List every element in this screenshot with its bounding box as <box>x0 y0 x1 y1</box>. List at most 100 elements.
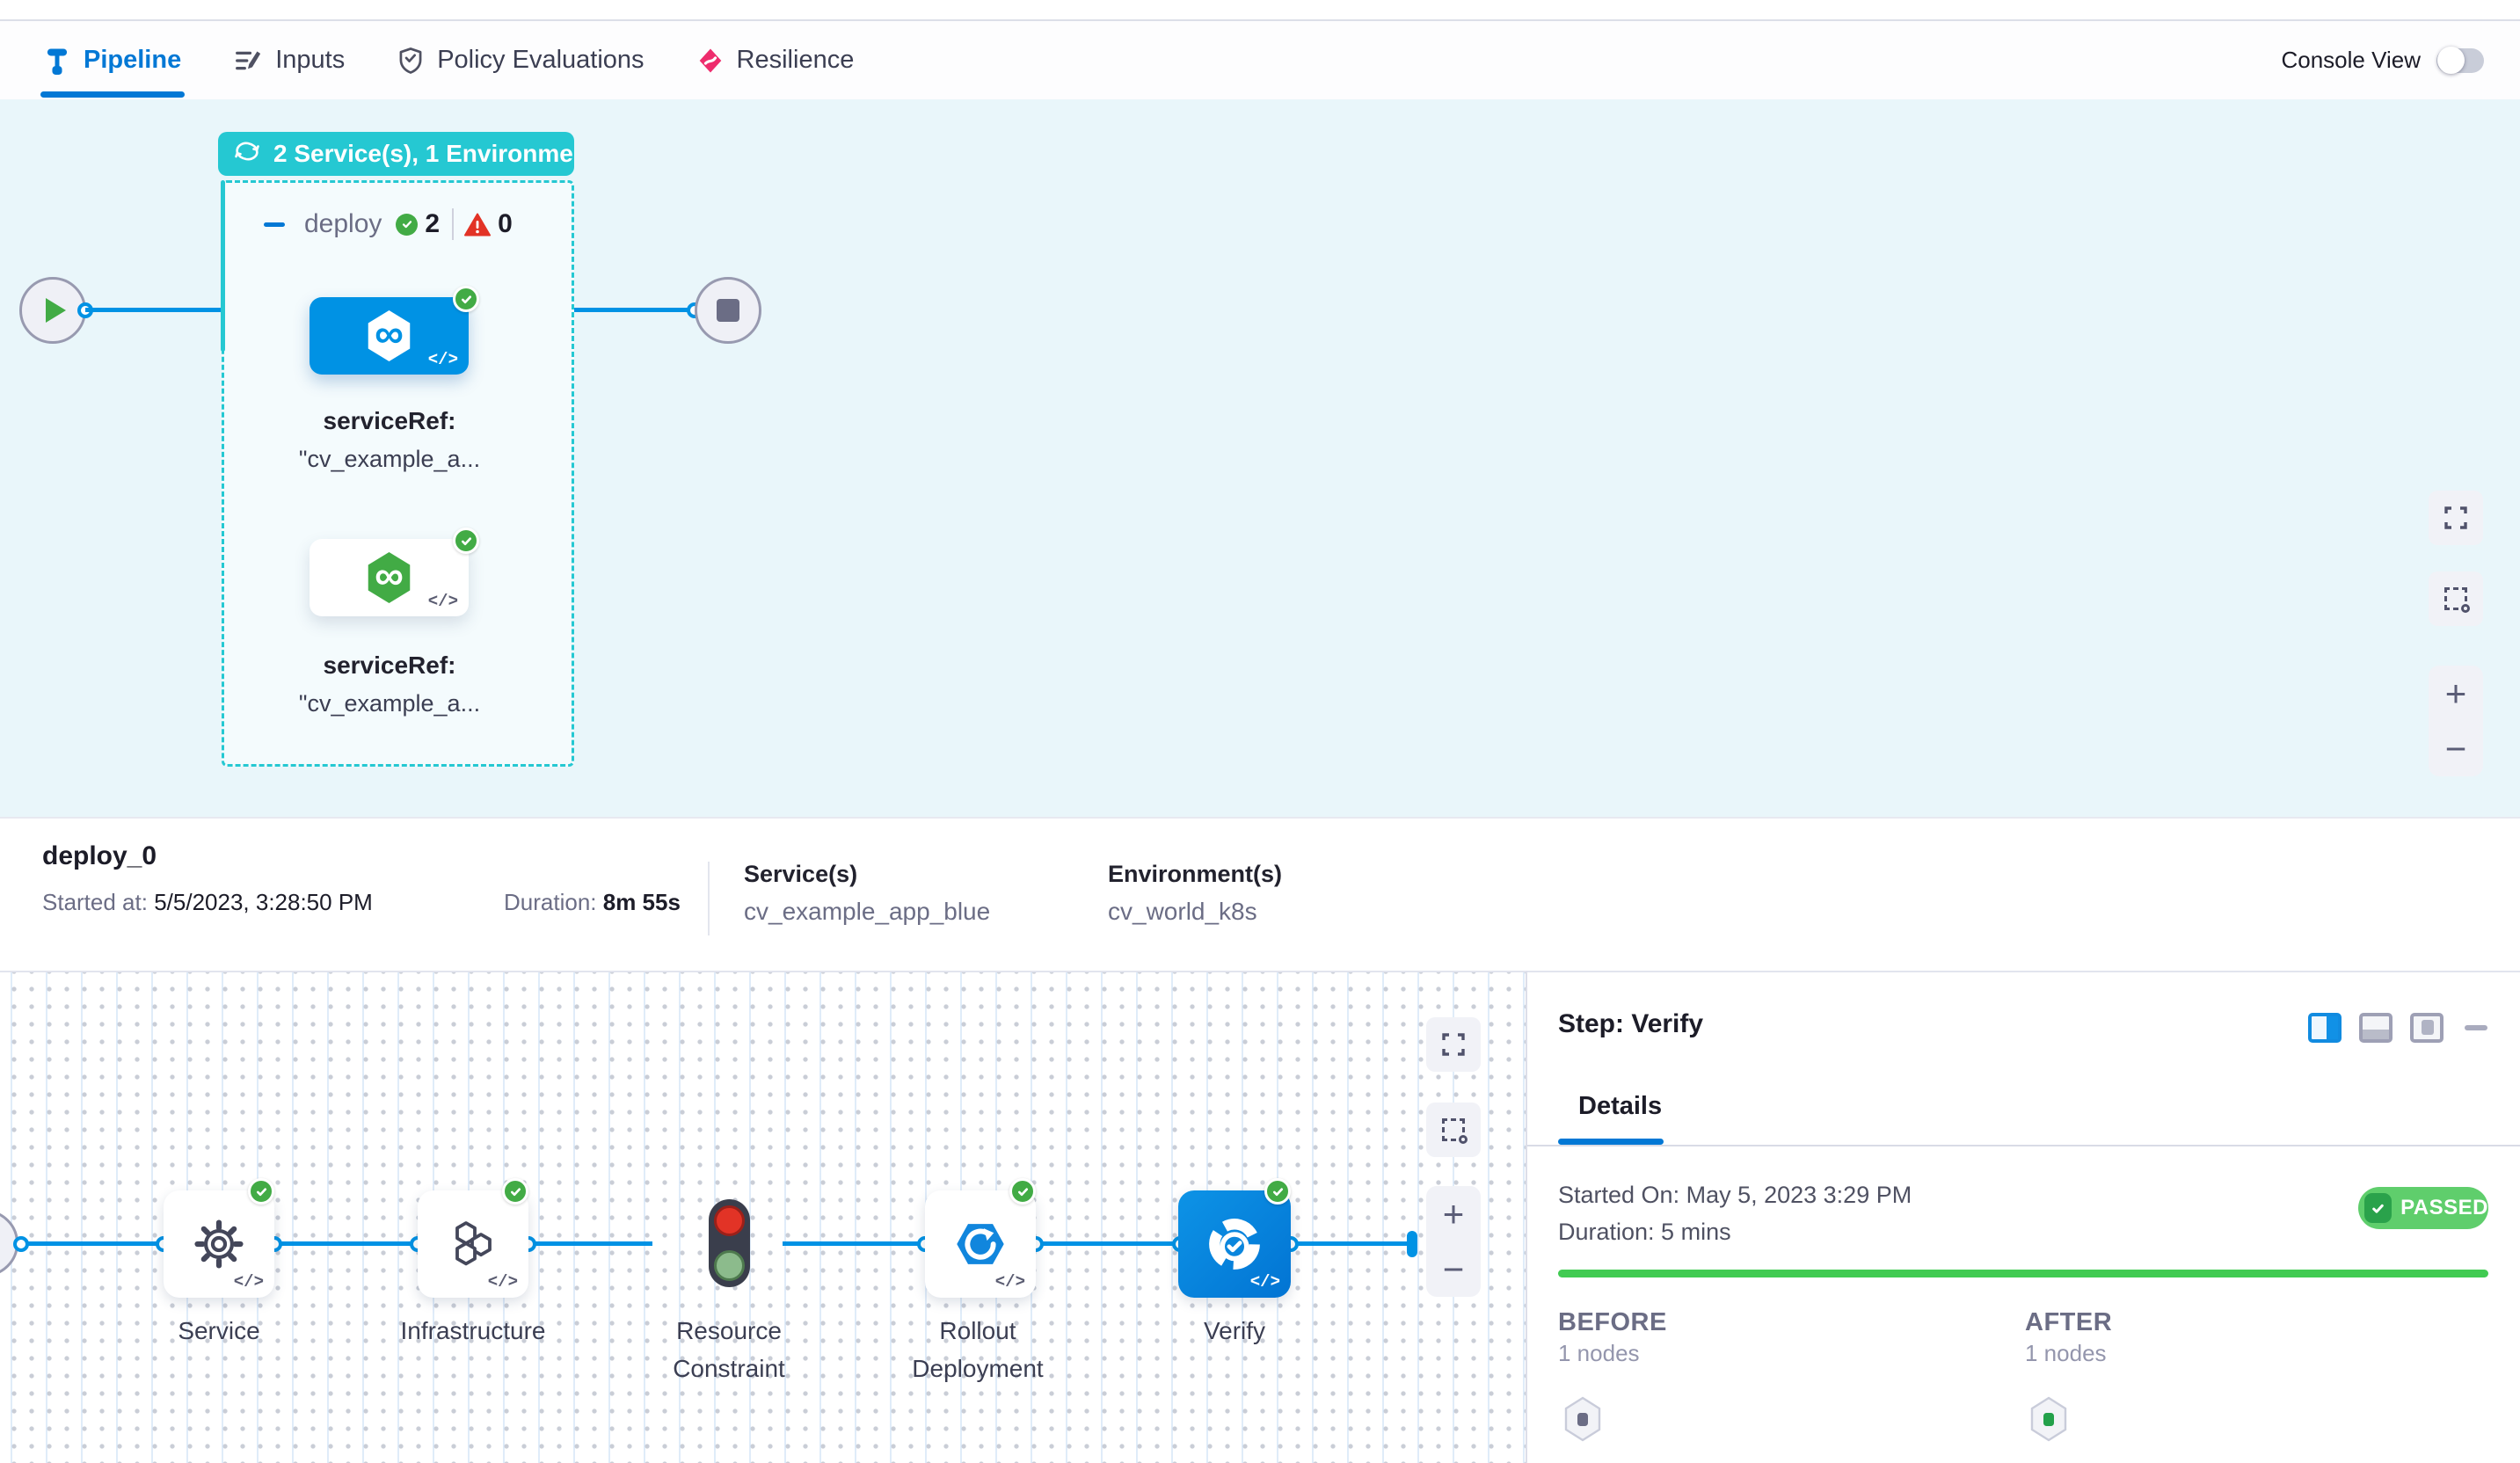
bottom-row: </> Service </> Infrastructure Resource … <box>0 971 2520 1463</box>
status-label: PASSED <box>2400 1196 2488 1219</box>
before-count: 1 nodes <box>1558 1340 1640 1366</box>
zoom-out-button[interactable]: − <box>2444 727 2467 769</box>
services-value[interactable]: cv_example_app_blue <box>744 898 991 925</box>
services-label: Service(s) <box>744 861 858 887</box>
zoom-in-button[interactable]: + <box>2444 672 2467 714</box>
step-duration: Duration: 5 mins <box>1558 1219 1731 1245</box>
tab-details[interactable]: Details <box>1578 1092 1663 1120</box>
step-label-resource[interactable]: Resource <box>676 1317 782 1344</box>
summary-divider <box>708 862 710 935</box>
tab-resilience[interactable]: Resilience <box>694 21 858 99</box>
step-label-deployment[interactable]: Deployment <box>912 1355 1044 1382</box>
tab-label: Pipeline <box>84 46 182 74</box>
edge <box>528 1241 652 1246</box>
started-at: Started at: 5/5/2023, 3:28:50 PM <box>42 889 373 915</box>
environments-value[interactable]: cv_world_k8s <box>1108 898 1257 925</box>
stage-group-header[interactable]: 2 Service(s), 1 Environme... <box>218 132 574 176</box>
step-label-infrastructure[interactable]: Infrastructure <box>400 1317 546 1344</box>
service-node-1[interactable]: ∞ </> <box>310 297 469 375</box>
play-icon <box>45 298 66 323</box>
collapse-minus-icon[interactable] <box>264 222 285 227</box>
tab-label: Policy Evaluations <box>437 46 645 74</box>
fullscreen-icon <box>2444 506 2467 529</box>
environments-label: Environment(s) <box>1108 861 1283 887</box>
edge <box>783 1241 925 1246</box>
success-check-icon <box>396 213 419 236</box>
step-node-service[interactable]: </> <box>164 1190 274 1298</box>
edge <box>1036 1241 1180 1246</box>
marquee-select-icon <box>2444 587 2470 613</box>
layout-floating-panel-icon[interactable] <box>2410 1013 2444 1043</box>
stage-name[interactable]: deploy <box>304 209 382 238</box>
step-node-verify[interactable]: </> <box>1178 1190 1291 1298</box>
code-icon[interactable]: </> <box>994 1272 1025 1292</box>
layout-bottom-panel-icon[interactable] <box>2359 1013 2393 1043</box>
service-node-1-label: serviceRef: "cv_example_a... <box>298 407 481 472</box>
pipeline-icon <box>44 47 70 75</box>
zoom-in-button[interactable]: + <box>1442 1192 1465 1234</box>
before-label: BEFORE <box>1558 1308 1667 1336</box>
step-node-infrastructure[interactable]: </> <box>418 1190 528 1298</box>
hexagons-icon <box>455 1221 492 1266</box>
zoom-out-button[interactable]: − <box>1442 1248 1465 1290</box>
step-execution-canvas[interactable]: </> Service </> Infrastructure Resource … <box>0 971 1527 1463</box>
marquee-select-button[interactable] <box>1426 1103 1481 1157</box>
after-node-hexagon-icon[interactable] <box>2028 1396 2069 1442</box>
fullscreen-button[interactable] <box>2429 491 2483 545</box>
pipeline-stage-canvas[interactable]: 2 Service(s), 1 Environme... deploy 2 0 … <box>0 99 2520 817</box>
success-badge-icon <box>1264 1178 1291 1205</box>
traffic-light-icon[interactable] <box>709 1199 750 1287</box>
console-view-toggle[interactable] <box>2436 46 2484 74</box>
traffic-light-green <box>714 1250 745 1281</box>
inputs-icon <box>234 47 262 74</box>
success-badge-icon <box>502 1178 528 1205</box>
service-node-2[interactable]: ∞ </> <box>310 539 469 616</box>
edge-stage-to-end <box>574 308 696 312</box>
traffic-light-red <box>714 1205 745 1236</box>
zoom-controls: + − <box>1426 1186 1481 1297</box>
verify-icon <box>1209 1219 1260 1270</box>
status-check-icon <box>2364 1193 2393 1223</box>
shield-check-icon <box>397 47 424 75</box>
code-icon[interactable]: </> <box>427 592 458 611</box>
service-hexagon-icon: ∞ <box>368 552 411 603</box>
window-top-strip <box>0 0 2520 21</box>
step-label-verify[interactable]: Verify <box>1203 1317 1266 1344</box>
step-started-on: Started On: May 5, 2023 3:29 PM <box>1558 1182 1912 1208</box>
service-hexagon-icon: ∞ <box>368 310 411 361</box>
error-warning-icon <box>464 213 492 237</box>
tab-label: Resilience <box>736 46 855 74</box>
fullscreen-button[interactable] <box>1426 1017 1481 1072</box>
before-node-hexagon-icon[interactable] <box>1562 1396 1603 1442</box>
tab-policy-evaluations[interactable]: Policy Evaluations <box>394 21 647 99</box>
port <box>13 1236 29 1252</box>
edge <box>1291 1241 1409 1246</box>
duration: Duration: 8m 55s <box>504 889 681 915</box>
minimize-panel-icon[interactable] <box>2465 1025 2487 1030</box>
code-icon[interactable]: </> <box>427 350 458 369</box>
code-icon[interactable]: </> <box>1249 1272 1280 1292</box>
edge-endcap <box>1407 1231 1417 1257</box>
layout-right-panel-icon[interactable] <box>2308 1013 2342 1043</box>
console-view-control: Console View <box>2281 21 2484 99</box>
tab-pipeline[interactable]: Pipeline <box>40 21 186 99</box>
tab-label: Inputs <box>275 46 346 74</box>
fullscreen-icon <box>1442 1033 1465 1056</box>
tab-bar: Pipeline Inputs Policy Evaluations <box>40 21 903 99</box>
code-icon[interactable]: </> <box>487 1272 518 1292</box>
code-icon[interactable]: </> <box>233 1272 264 1292</box>
step-node-rollout[interactable]: </> <box>925 1190 1036 1298</box>
tab-inputs[interactable]: Inputs <box>230 21 348 99</box>
count-divider <box>452 208 455 240</box>
step-label-service[interactable]: Service <box>178 1317 260 1344</box>
details-tab-underline <box>1558 1139 1664 1145</box>
console-view-label: Console View <box>2281 47 2421 73</box>
after-label: AFTER <box>2025 1308 2113 1336</box>
step-label-rollout[interactable]: Rollout <box>939 1317 1016 1344</box>
pipeline-end-node <box>695 277 761 344</box>
marquee-select-button[interactable] <box>2429 571 2483 626</box>
resilience-icon <box>697 47 724 75</box>
step-label-constraint[interactable]: Constraint <box>673 1355 785 1382</box>
error-count: 0 <box>498 209 513 238</box>
after-count: 1 nodes <box>2025 1340 2107 1366</box>
